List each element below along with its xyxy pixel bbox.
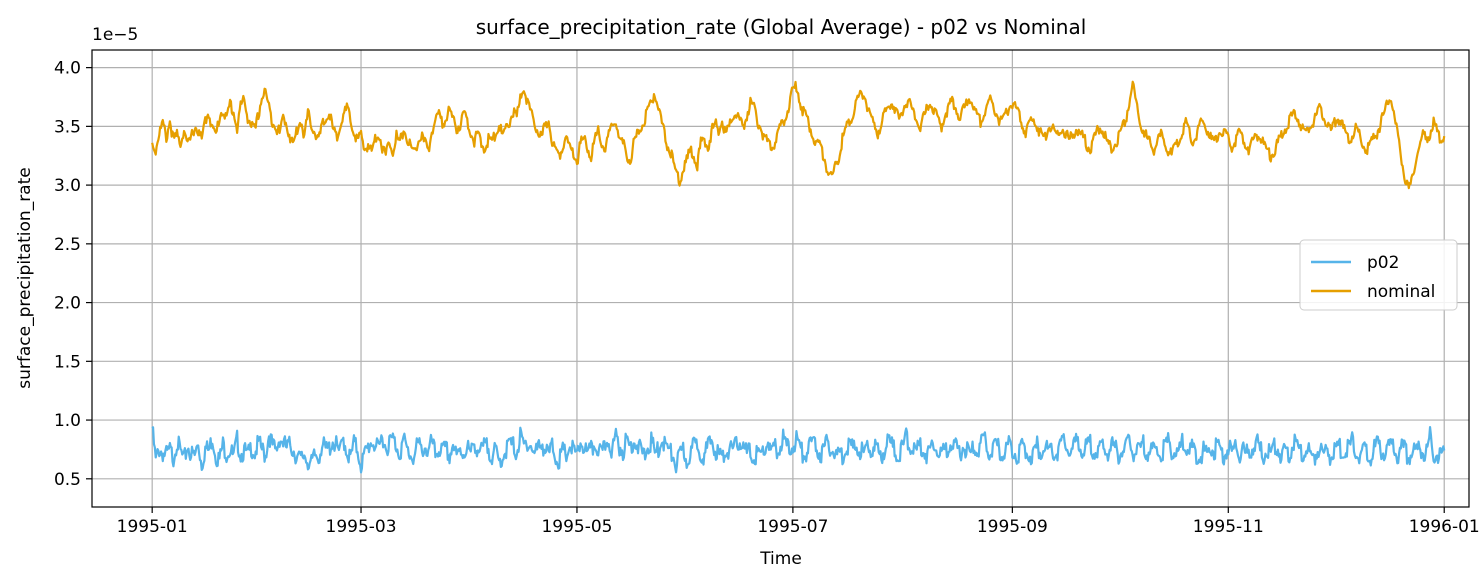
y-tick-label: 2.5 xyxy=(54,235,81,255)
x-tick-label: 1995-09 xyxy=(977,517,1048,537)
y-tick-label: 1.5 xyxy=(54,352,81,372)
grid-lines xyxy=(92,50,1469,507)
x-axis-label: Time xyxy=(759,549,802,569)
y-tick-label: 3.0 xyxy=(54,176,81,196)
y-axis-label: surface_precipitation_rate xyxy=(15,167,35,388)
legend-frame xyxy=(1299,239,1458,311)
series-line-nominal xyxy=(151,80,1446,190)
y-tick-label: 3.5 xyxy=(54,117,81,137)
x-tick-label: 1995-01 xyxy=(117,517,188,537)
x-tick-label: 1995-07 xyxy=(757,517,828,537)
x-tick-label: 1995-11 xyxy=(1193,517,1264,537)
legend-label-p02: p02 xyxy=(1367,253,1399,273)
y-tick-label: 4.0 xyxy=(54,59,81,79)
plot-area-frame xyxy=(91,49,1470,508)
legend-label-nominal: nominal xyxy=(1367,282,1435,302)
x-tick-label: 1995-05 xyxy=(541,517,612,537)
y-tick-label: 0.5 xyxy=(54,470,81,490)
series-line-p02 xyxy=(151,425,1446,474)
y-axis-ticks: 0.5 1.0 1.5 2.0 2.5 3.0 3.5 4.0 xyxy=(54,59,92,490)
x-axis-ticks: 1995-01 1995-03 1995-05 1995-07 1995-09 1995-… xyxy=(117,507,1480,537)
y-tick-label: 1.0 xyxy=(54,411,81,431)
legend: p02 nominal xyxy=(1299,239,1458,311)
chart-title: surface_precipitation_rate (Global Avera… xyxy=(476,15,1087,39)
x-tick-label: 1996-01 xyxy=(1409,517,1480,537)
x-tick-label: 1995-03 xyxy=(326,517,397,537)
y-tick-label: 2.0 xyxy=(54,294,81,314)
series-lines xyxy=(151,80,1446,474)
y-offset-label: 1e−5 xyxy=(92,25,138,45)
